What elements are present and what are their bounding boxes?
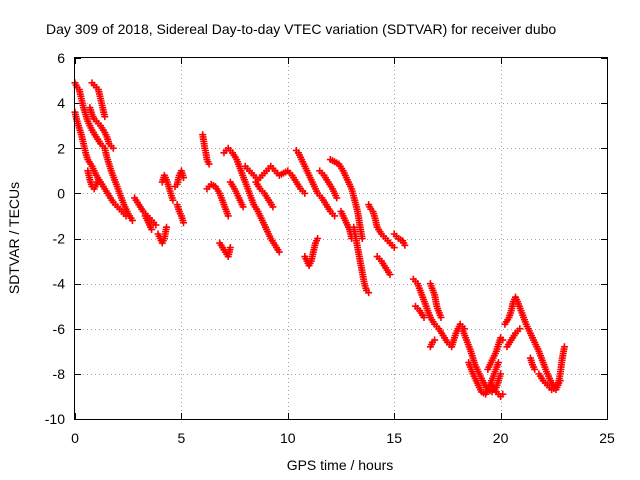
x-axis-label: GPS time / hours [287, 457, 394, 473]
data-point [431, 336, 439, 344]
data-point [333, 194, 341, 202]
data-point [499, 390, 507, 398]
data-point [109, 144, 117, 152]
chart-title: Day 309 of 2018, Sidereal Day-to-day VTE… [46, 21, 556, 37]
grid-lines [75, 58, 607, 419]
data-point [531, 365, 539, 373]
data-points [71, 79, 568, 400]
x-tick-label: 20 [493, 430, 509, 446]
data-point [163, 223, 171, 231]
y-tick-label: 0 [57, 185, 65, 201]
data-point [494, 359, 502, 367]
data-point [437, 313, 445, 321]
x-tick-label: 25 [599, 430, 615, 446]
data-point [239, 203, 247, 211]
y-tick-label: -6 [53, 321, 66, 337]
y-tick-label: 2 [57, 140, 65, 156]
data-point [301, 189, 309, 197]
data-point [224, 212, 232, 220]
data-point [365, 289, 373, 297]
y-tick-labels: -10 -8 -6 -4 -2 0 2 4 6 [45, 50, 65, 427]
data-point [556, 377, 564, 385]
data-point [122, 212, 130, 220]
data-point [180, 219, 188, 227]
data-point [148, 225, 156, 233]
data-point [269, 203, 277, 211]
x-tick-label: 10 [280, 430, 296, 446]
data-point [386, 271, 394, 279]
y-tick-label: -2 [53, 231, 66, 247]
data-point [314, 235, 322, 242]
y-tick-label: 4 [57, 95, 65, 111]
x-tick-label: 5 [178, 430, 186, 446]
x-tick-label: 0 [71, 430, 79, 446]
y-tick-label: -8 [53, 366, 66, 382]
y-tick-label: 6 [57, 50, 65, 66]
data-point [401, 241, 409, 249]
x-tick-labels: 0 5 10 15 20 25 [71, 430, 615, 446]
x-tick-label: 15 [386, 430, 402, 446]
data-point [331, 212, 339, 220]
data-point [420, 313, 428, 321]
data-point [226, 244, 234, 252]
plot-frame [74, 57, 608, 420]
y-tick-label: -10 [45, 411, 65, 427]
data-point [499, 336, 507, 344]
data-point [497, 370, 505, 378]
data-point [275, 248, 283, 256]
data-point [94, 176, 102, 184]
data-point [560, 343, 568, 351]
data-point [152, 221, 160, 229]
data-point [516, 325, 524, 333]
y-tick-label: -4 [53, 276, 66, 292]
data-point [205, 160, 213, 168]
data-point [128, 216, 136, 224]
data-point [180, 174, 188, 182]
data-point [390, 244, 398, 252]
y-axis-label: SDTVAR / TECUs [6, 182, 22, 294]
data-point [358, 235, 366, 242]
data-point [101, 113, 109, 121]
axis-ticks [75, 58, 608, 420]
data-point [169, 196, 177, 204]
